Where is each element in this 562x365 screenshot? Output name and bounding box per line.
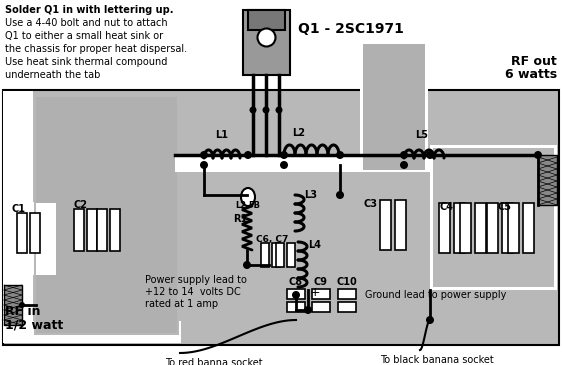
Text: To black banana socket: To black banana socket xyxy=(380,355,494,365)
Bar xyxy=(395,200,406,250)
Circle shape xyxy=(534,151,542,159)
Bar xyxy=(271,243,279,267)
Text: C4: C4 xyxy=(440,202,454,212)
Bar xyxy=(312,288,330,299)
Bar xyxy=(29,213,39,253)
Text: To red banna socket: To red banna socket xyxy=(165,358,262,365)
Text: the chassis for proper heat dispersal.: the chassis for proper heat dispersal. xyxy=(5,44,187,54)
Bar xyxy=(287,243,294,267)
Text: Power supply lead to: Power supply lead to xyxy=(145,275,247,285)
Circle shape xyxy=(400,151,408,159)
Text: FB: FB xyxy=(248,201,260,210)
Bar xyxy=(36,203,56,275)
Circle shape xyxy=(280,161,288,169)
Text: +: + xyxy=(310,286,321,299)
Text: R1: R1 xyxy=(233,214,247,224)
Text: C1: C1 xyxy=(12,204,26,214)
Circle shape xyxy=(262,107,270,114)
Bar xyxy=(175,154,557,172)
Text: +12 to 14  volts DC: +12 to 14 volts DC xyxy=(145,287,241,297)
Bar xyxy=(363,44,425,170)
Text: C2: C2 xyxy=(74,200,88,210)
Bar xyxy=(16,213,26,253)
Circle shape xyxy=(244,151,252,159)
Text: Solder Q1 in with lettering up.: Solder Q1 in with lettering up. xyxy=(5,5,174,15)
Bar xyxy=(523,203,534,253)
Circle shape xyxy=(304,306,312,314)
Bar xyxy=(3,91,33,343)
Circle shape xyxy=(243,261,251,269)
Circle shape xyxy=(200,161,208,169)
Bar xyxy=(3,90,559,345)
Circle shape xyxy=(200,151,208,159)
Bar xyxy=(87,209,97,251)
Bar xyxy=(243,10,290,75)
Circle shape xyxy=(400,161,408,169)
Circle shape xyxy=(19,302,25,308)
Text: L4: L4 xyxy=(308,240,321,250)
Bar xyxy=(287,288,305,299)
Circle shape xyxy=(275,107,283,114)
Bar xyxy=(287,301,305,311)
Text: L3: L3 xyxy=(304,190,317,200)
Text: C3: C3 xyxy=(363,199,377,209)
Text: L2: L2 xyxy=(292,128,305,138)
Text: C6, C7: C6, C7 xyxy=(256,235,288,244)
Bar xyxy=(439,203,450,253)
Bar xyxy=(110,209,120,251)
Bar xyxy=(360,42,428,172)
Text: L5: L5 xyxy=(415,130,428,140)
Text: Q1 - 2SC1971: Q1 - 2SC1971 xyxy=(298,22,404,36)
Text: L2: L2 xyxy=(235,201,246,210)
Bar xyxy=(502,203,513,253)
Bar xyxy=(248,10,285,30)
Bar xyxy=(430,145,557,290)
Bar xyxy=(261,243,269,267)
Text: Q1 to either a small heat sink or: Q1 to either a small heat sink or xyxy=(5,31,163,41)
Circle shape xyxy=(257,28,275,46)
Text: Use a 4-40 bolt and nut to attach: Use a 4-40 bolt and nut to attach xyxy=(5,18,167,28)
Bar xyxy=(36,97,177,333)
Circle shape xyxy=(280,151,288,159)
Text: 1/2 watt: 1/2 watt xyxy=(5,318,64,331)
Bar xyxy=(538,155,557,205)
Bar xyxy=(4,285,22,325)
Bar xyxy=(14,202,34,275)
Circle shape xyxy=(426,316,434,324)
Text: Use heat sink thermal compound: Use heat sink thermal compound xyxy=(5,57,167,67)
Bar xyxy=(275,243,283,267)
Text: C9: C9 xyxy=(314,277,328,287)
Circle shape xyxy=(336,191,344,199)
Bar xyxy=(508,203,519,253)
Bar xyxy=(433,148,554,287)
Circle shape xyxy=(336,151,344,159)
Text: underneath the tab: underneath the tab xyxy=(5,70,101,80)
Bar xyxy=(460,203,471,253)
Text: RF in: RF in xyxy=(5,305,40,318)
Bar xyxy=(475,203,486,253)
Text: C10: C10 xyxy=(337,277,357,287)
Text: rated at 1 amp: rated at 1 amp xyxy=(145,299,218,309)
Text: 6 watts: 6 watts xyxy=(505,68,557,81)
Text: RF out: RF out xyxy=(511,55,557,68)
Bar xyxy=(338,288,356,299)
Bar xyxy=(312,301,330,311)
Circle shape xyxy=(292,291,300,299)
Circle shape xyxy=(250,107,256,114)
Text: C5: C5 xyxy=(497,202,511,212)
Bar xyxy=(338,301,356,311)
Text: L1: L1 xyxy=(215,130,228,140)
Ellipse shape xyxy=(241,188,255,206)
Bar xyxy=(487,203,498,253)
Bar xyxy=(3,321,181,343)
Text: C8: C8 xyxy=(289,277,303,287)
Bar xyxy=(380,200,391,250)
Bar xyxy=(74,209,84,251)
Circle shape xyxy=(426,151,434,159)
Bar xyxy=(34,95,179,335)
Bar xyxy=(97,209,107,251)
Bar xyxy=(454,203,465,253)
Text: Ground lead to power supply: Ground lead to power supply xyxy=(365,290,506,300)
